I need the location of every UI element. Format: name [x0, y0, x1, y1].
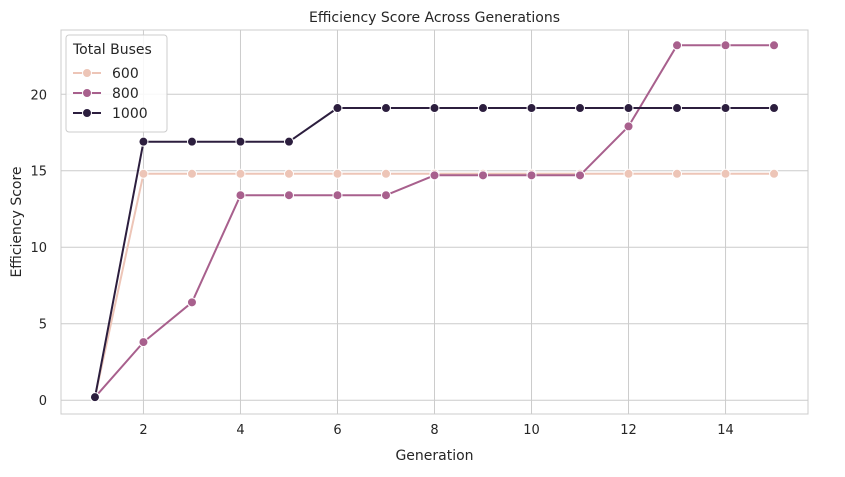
data-point — [138, 168, 149, 179]
data-point — [526, 170, 537, 181]
data-point — [138, 136, 149, 147]
data-point — [478, 103, 489, 114]
x-tick-label: 14 — [717, 423, 734, 438]
data-point — [380, 190, 391, 201]
legend-items: 600 800 1000 — [73, 66, 148, 122]
data-point — [235, 168, 246, 179]
legend-swatch-marker — [82, 88, 92, 98]
legend-label: 600 — [112, 66, 139, 82]
data-point — [623, 121, 634, 132]
data-point — [672, 168, 683, 179]
data-point — [283, 168, 294, 179]
data-point — [672, 103, 683, 114]
x-tick-label: 10 — [523, 423, 540, 438]
data-point — [478, 170, 489, 181]
y-axis-label: Efficiency Score — [9, 166, 25, 277]
x-tick-label: 12 — [620, 423, 637, 438]
legend-title: Total Buses — [72, 42, 152, 58]
grid — [61, 30, 808, 414]
data-point — [186, 168, 197, 179]
legend-item-600: 600 — [73, 66, 139, 82]
data-point — [769, 40, 780, 51]
data-point — [186, 297, 197, 308]
data-point — [769, 168, 780, 179]
data-point — [623, 168, 634, 179]
series-1000 — [89, 103, 780, 403]
chart-title: Efficiency Score Across Generations — [309, 10, 560, 26]
data-point — [186, 136, 197, 147]
data-point — [672, 40, 683, 51]
data-point — [235, 190, 246, 201]
data-point — [283, 136, 294, 147]
x-tick-label: 8 — [430, 423, 438, 438]
y-tick-label: 15 — [30, 165, 47, 180]
y-tick-label: 0 — [39, 394, 47, 409]
legend-label: 1000 — [112, 106, 148, 122]
x-tick-label: 4 — [236, 423, 244, 438]
y-tick-label: 20 — [30, 88, 47, 103]
data-point — [429, 103, 440, 114]
data-point — [720, 40, 731, 51]
x-tick-label: 6 — [333, 423, 341, 438]
legend-swatch-marker — [82, 68, 92, 78]
data-point — [720, 103, 731, 114]
data-point — [89, 392, 100, 403]
data-point — [332, 190, 343, 201]
data-point — [332, 103, 343, 114]
data-point — [429, 170, 440, 181]
data-point — [138, 337, 149, 348]
tick-labels: 2 4 6 8 10 12 14 0 5 10 15 20 — [30, 88, 733, 438]
legend-item-800: 800 — [73, 86, 139, 102]
plot-frame — [60, 29, 809, 415]
legend-swatch-marker — [82, 108, 92, 118]
data-point — [575, 170, 586, 181]
data-point — [769, 103, 780, 114]
data-point — [332, 168, 343, 179]
data-point — [623, 103, 634, 114]
data-point — [526, 103, 537, 114]
legend-label: 800 — [112, 86, 139, 102]
legend-item-1000: 1000 — [73, 106, 148, 122]
legend-frame — [65, 34, 168, 133]
data-point — [380, 168, 391, 179]
legend: Total Buses 600 800 1000 — [65, 34, 168, 133]
data-point — [720, 168, 731, 179]
y-tick-label: 5 — [39, 318, 47, 333]
data-point — [235, 136, 246, 147]
data-point — [283, 190, 294, 201]
x-tick-label: 2 — [139, 423, 147, 438]
data-point — [575, 103, 586, 114]
y-tick-label: 10 — [30, 241, 47, 256]
data-point — [380, 103, 391, 114]
x-axis-label: Generation — [395, 448, 473, 464]
series — [89, 40, 780, 403]
